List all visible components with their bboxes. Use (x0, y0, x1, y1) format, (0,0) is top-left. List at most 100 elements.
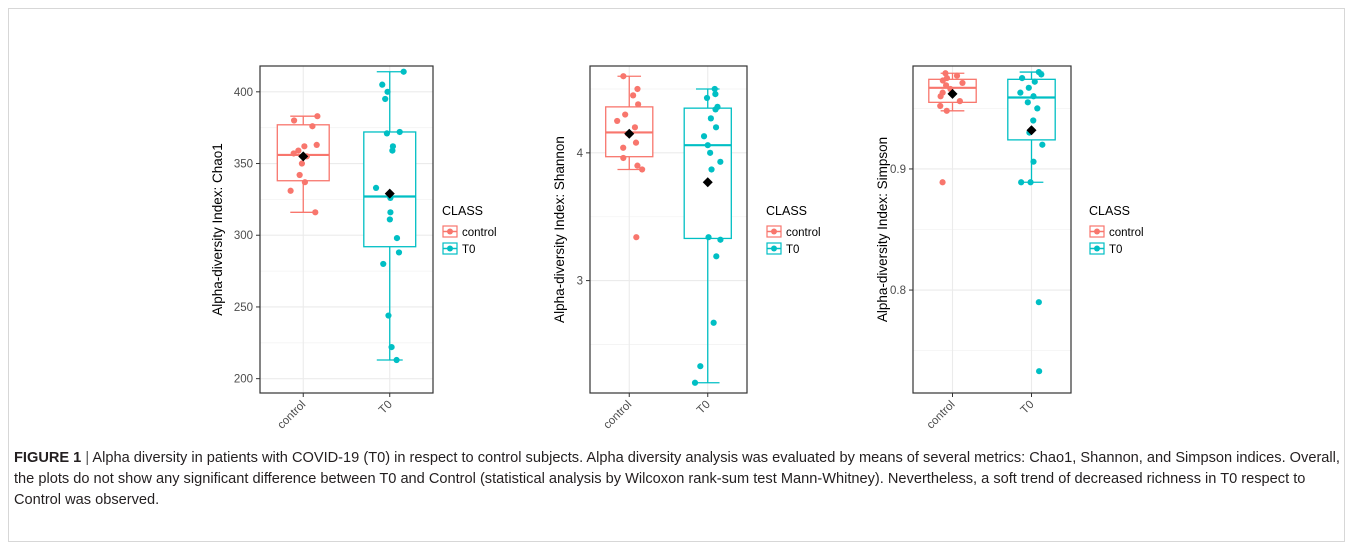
data-point-T0 (386, 216, 393, 223)
data-point-T0 (384, 88, 391, 95)
y-tick-label: 350 (234, 159, 253, 171)
legend-title: CLASS (442, 204, 483, 218)
legend-label-T0: T0 (1109, 244, 1122, 256)
legend-key-point (447, 228, 453, 235)
data-point-T0 (1017, 89, 1024, 96)
data-point-T0 (700, 133, 708, 140)
data-point-T0 (1018, 179, 1025, 186)
data-point-T0 (1031, 78, 1038, 85)
mean-marker (1026, 125, 1037, 136)
data-point-T0 (1030, 93, 1037, 100)
legend: CLASS control T0 (766, 204, 821, 256)
data-point-control (301, 179, 309, 186)
data-point-T0 (714, 103, 721, 110)
data-point-control (620, 154, 627, 162)
x-tick-label: control (601, 399, 634, 432)
data-point-T0 (383, 130, 391, 137)
data-point-T0 (387, 209, 394, 216)
data-point-control (614, 117, 621, 125)
data-point-control (635, 101, 642, 108)
legend-label-control: control (786, 227, 821, 239)
mean-marker (298, 151, 309, 162)
data-point-T0 (1035, 68, 1042, 76)
data-point-T0 (717, 158, 724, 165)
data-point-T0 (1019, 75, 1026, 82)
box-T0 (1007, 68, 1056, 375)
data-point-T0 (705, 234, 712, 241)
data-point-control (313, 141, 320, 148)
x-tick-label: T0 (1019, 399, 1037, 417)
data-point-control (290, 117, 298, 124)
data-point-control (301, 143, 308, 150)
box-T0 (683, 85, 732, 386)
data-point-T0 (1024, 99, 1031, 106)
mean-marker (947, 88, 958, 99)
legend-label-control: control (462, 227, 497, 239)
data-point-T0 (713, 253, 720, 260)
data-point-control (287, 187, 294, 194)
data-point-T0 (1034, 105, 1041, 112)
legend-key-control (442, 225, 458, 238)
caption-separator: | (85, 450, 90, 466)
x-tick-label: control (275, 399, 308, 432)
legend-title: CLASS (1089, 204, 1130, 218)
figure-caption: FIGURE 1 | Alpha diversity in patients w… (14, 448, 1340, 511)
data-point-control (939, 89, 946, 96)
y-tick-label: 0.9 (890, 164, 906, 176)
y-tick-label: 0.8 (890, 285, 906, 297)
x-tick-label: control (925, 399, 958, 432)
box-control (276, 113, 330, 216)
data-point-control (633, 234, 640, 241)
data-point-T0 (1036, 368, 1043, 375)
panel-border (589, 65, 748, 394)
x-tick-label: T0 (695, 399, 713, 417)
data-point-T0 (388, 344, 395, 351)
legend-key-control (1089, 225, 1105, 238)
mean-marker (384, 188, 395, 199)
data-point-control (620, 144, 627, 151)
box-control (605, 73, 654, 241)
legend: CLASS control T0 (1089, 204, 1144, 256)
data-point-control (959, 79, 966, 87)
data-point-T0 (710, 319, 717, 326)
panel-border (912, 65, 1072, 394)
data-point-control (953, 72, 961, 79)
figure-label: FIGURE 1 (14, 450, 82, 466)
legend-key-control (766, 225, 782, 238)
caption-text: Alpha diversity in patients with COVID-1… (14, 450, 1340, 508)
data-point-control (290, 150, 297, 157)
data-point-T0 (400, 68, 407, 75)
y-tick-label: 250 (234, 302, 253, 314)
data-point-control (634, 162, 641, 169)
data-point-T0 (1025, 84, 1032, 91)
data-point-T0 (711, 85, 718, 93)
y-tick-label: 4 (577, 148, 584, 160)
legend-label-T0: T0 (462, 244, 475, 256)
y-axis-title: Alpha-diversity Index: Simpson (875, 137, 890, 322)
data-point-T0 (1035, 299, 1042, 306)
panel-border (259, 65, 434, 394)
legend-key-point (771, 228, 777, 235)
data-point-control (620, 73, 627, 80)
legend-key-point (1094, 228, 1100, 235)
data-point-T0 (708, 166, 715, 173)
data-point-T0 (372, 184, 380, 192)
legend: CLASS control T0 (442, 204, 497, 256)
data-point-T0 (712, 124, 720, 131)
y-tick-label: 200 (234, 374, 253, 386)
mean-marker (624, 128, 635, 139)
data-point-T0 (389, 143, 397, 150)
data-point-control (943, 107, 950, 114)
legend-key-point (771, 245, 777, 252)
data-point-T0 (703, 94, 711, 102)
legend-key-point (447, 245, 453, 252)
data-point-T0 (707, 115, 714, 122)
y-tick-label: 400 (234, 87, 253, 99)
data-point-control (296, 171, 303, 179)
data-point-control (631, 124, 639, 131)
data-point-control (298, 160, 306, 167)
data-point-control (956, 98, 963, 105)
data-point-T0 (1030, 117, 1037, 124)
data-point-T0 (1039, 141, 1046, 148)
data-point-control (312, 209, 319, 216)
